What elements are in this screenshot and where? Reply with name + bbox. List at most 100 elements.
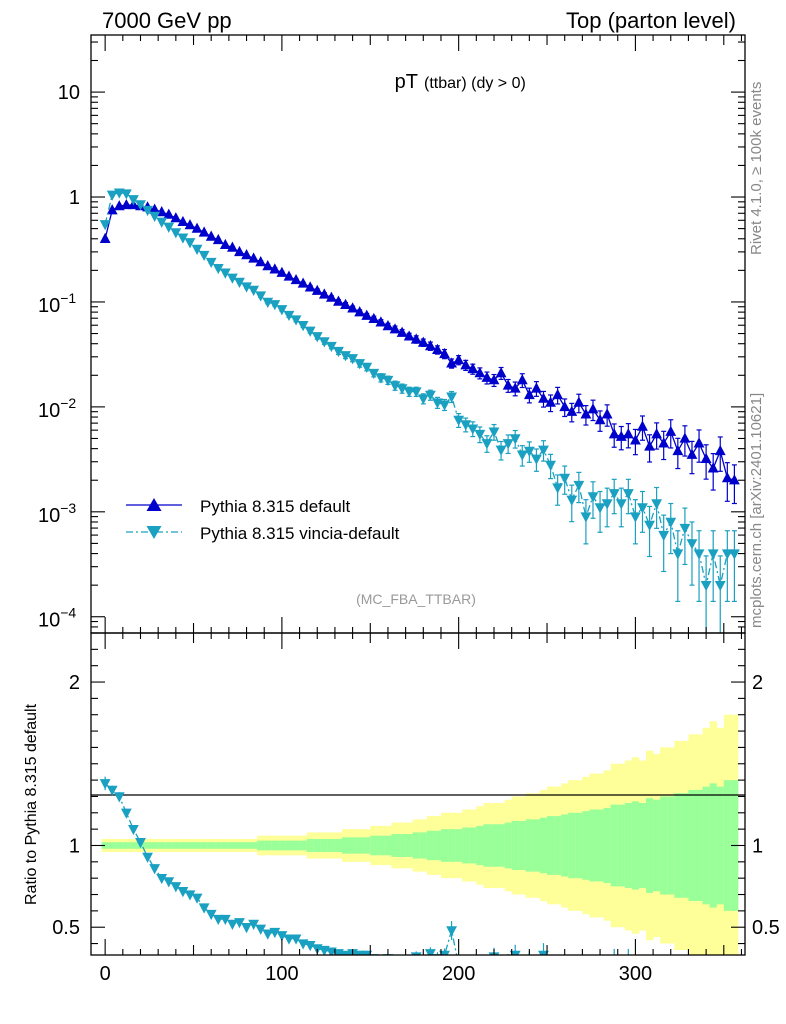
ratio-point [191,893,203,904]
band-inner [476,825,484,866]
main-plot-frame [90,34,746,634]
data-point [686,448,698,459]
data-point [389,323,401,334]
data-point [120,189,132,200]
ratio-point [255,924,267,935]
data-point [502,379,514,390]
band-inner [674,793,682,898]
data-point [665,517,677,528]
band-inner [469,827,477,864]
x-tick-label: 100 [265,963,298,985]
data-point [538,445,549,456]
data-point [410,387,422,398]
chart-title-suffix: (ttbar) (dy > 0) [424,75,526,92]
data-point [432,343,443,354]
band-inner [193,842,201,849]
band-inner [264,840,272,851]
ratio-point [503,959,514,969]
data-point [587,403,599,414]
data-point [149,211,161,222]
data-point [248,285,260,296]
data-point [700,452,712,464]
band-inner [243,842,251,849]
data-point [262,260,274,271]
data-point [707,549,719,560]
band-inner [462,827,470,864]
ratio-point [333,949,344,955]
data-point [474,367,486,378]
data-point [170,212,182,223]
band-inner [547,816,555,875]
data-point [163,208,175,219]
ratio-point [390,957,401,967]
data-point [728,474,740,485]
ratio-point [573,979,584,989]
band-inner [391,834,399,857]
data-point [651,499,663,510]
data-point [333,346,344,358]
band-inner [356,837,364,854]
data-point [311,284,323,295]
band-inner [653,799,661,892]
x-tick-label: 0 [100,963,111,985]
ratio-point [184,890,196,901]
ratio-point [538,950,549,955]
data-point [615,499,627,510]
legend-label-vincia: Pythia 8.315 vincia-default [200,524,400,543]
ratio-point [361,950,373,955]
data-point [297,321,309,332]
band-inner [398,834,407,857]
ratio-point [170,882,182,893]
data-point [622,428,634,439]
data-point [184,238,196,249]
data-point [552,388,564,400]
ratio-point [219,914,231,926]
band-inner [610,804,619,887]
ratio-point [722,974,733,984]
data-point [637,503,648,514]
data-point [672,549,684,560]
data-point [191,222,203,233]
data-point [347,354,358,365]
data-point [460,359,472,370]
data-point [509,434,521,445]
band-inner [603,807,612,884]
data-point [686,539,698,550]
data-point [439,347,450,359]
band-inner [667,796,675,895]
data-point [615,430,627,441]
ratio-point [424,949,436,955]
ratio-point [496,974,507,984]
data-point [474,429,486,441]
data-point [644,440,655,451]
ratio-point [559,970,570,980]
data-point [304,326,316,337]
band-inner [419,832,428,859]
data-point [219,268,231,279]
band-inner [660,796,668,895]
data-point [290,273,302,285]
band-inner [405,834,414,857]
ratio-point [410,952,422,955]
data-point [198,226,210,237]
band-inner [207,842,216,849]
band-inner [158,842,166,849]
band-inner [554,816,562,875]
data-point [177,215,189,227]
data-point [608,428,620,439]
data-point [283,270,295,281]
data-point [106,204,118,215]
data-point [594,413,606,425]
band-inner [709,783,718,908]
data-point [538,392,549,403]
band-inner [638,802,647,888]
band-inner [384,835,392,856]
ratio-point [524,957,535,967]
band-inner [723,780,732,911]
legend-label-default: Pythia 8.315 default [200,497,351,516]
data-point [453,353,465,365]
data-point [403,387,415,398]
ratio-point [163,877,175,888]
band-inner [455,829,463,862]
data-point [205,257,217,269]
